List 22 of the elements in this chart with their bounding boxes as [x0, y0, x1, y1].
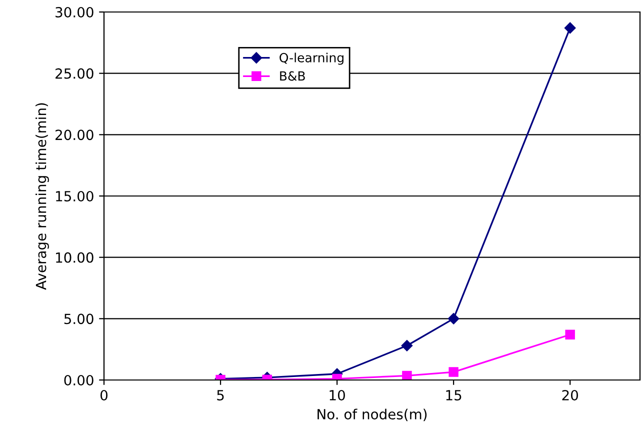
x-tick-label: 15	[446, 390, 462, 400]
point	[401, 340, 413, 352]
y-tick-label: 20.00	[56, 130, 94, 140]
legend-label: B&B	[280, 71, 305, 81]
point	[564, 22, 576, 34]
x-tick-label: 20	[562, 390, 578, 400]
legend-label: Q-learning	[280, 52, 344, 65]
y-tick-label: 0.00	[64, 374, 94, 386]
y-tick-label: 5.00	[64, 314, 94, 324]
x-tick-label: 10	[330, 390, 345, 400]
x-tick-label: 5	[217, 390, 224, 400]
y-tick-label: 25.00	[56, 68, 94, 79]
y-tick-label: 10.00	[56, 252, 94, 263]
point	[448, 313, 460, 324]
x-axis-title: No. of nodes(m)	[318, 408, 427, 422]
y-tick-label: 30.00	[56, 6, 94, 18]
y-tick-label: 15.00	[56, 190, 94, 202]
y-axis-title: Average running time(min)	[36, 103, 49, 290]
point	[565, 330, 575, 340]
x-tick-label: 0	[100, 390, 108, 400]
point	[448, 367, 458, 377]
point	[402, 370, 412, 380]
